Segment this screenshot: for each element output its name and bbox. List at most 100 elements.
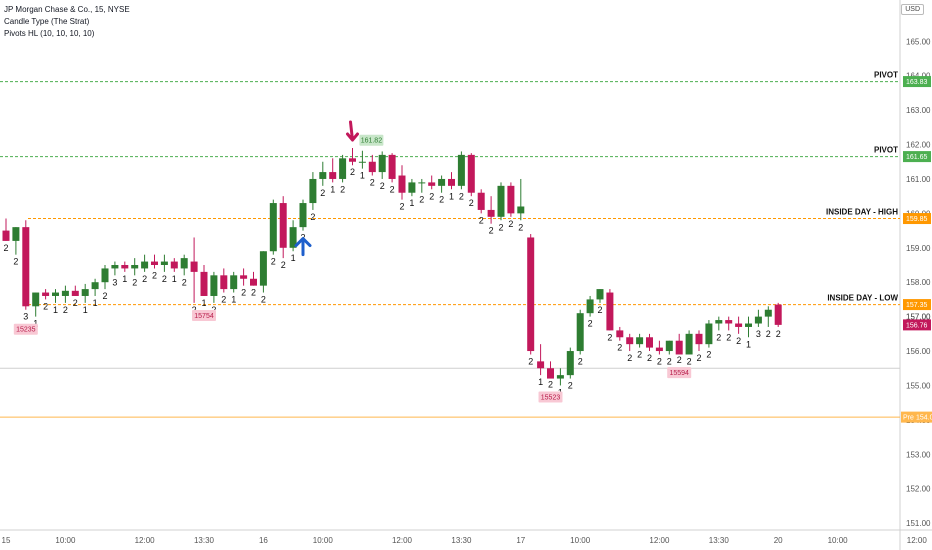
- candle-body: [101, 268, 109, 283]
- symbol-title[interactable]: JP Morgan Chase & Co., 15, NYSE: [4, 5, 130, 14]
- indicator-candle-type[interactable]: Candle Type (The Strat): [4, 17, 90, 26]
- candle-body: [329, 172, 337, 179]
- candle-body: [507, 185, 515, 214]
- candle-body: [646, 337, 653, 348]
- strat-label: 2: [776, 329, 781, 339]
- y-tick-label: 153.00: [906, 450, 931, 459]
- level-price-tag: [903, 299, 931, 311]
- strat-label: 2: [211, 305, 216, 315]
- candle-body: [131, 265, 139, 269]
- strat-label: 2: [696, 353, 701, 363]
- strat-label: 2: [706, 350, 711, 360]
- candle-body: [685, 333, 693, 355]
- candle-body: [319, 172, 327, 179]
- candle-body: [626, 337, 634, 345]
- x-tick-label: 15: [2, 536, 11, 545]
- x-tick-label: 12:00: [392, 536, 413, 545]
- candle-body: [745, 323, 752, 327]
- candle-body: [190, 261, 198, 272]
- candle-body: [111, 265, 119, 269]
- candle-body: [230, 275, 238, 290]
- strat-label: 1: [33, 319, 38, 329]
- strat-label: 2: [647, 353, 652, 363]
- y-tick-label: 156.00: [906, 347, 931, 356]
- strat-label: 2: [102, 291, 107, 301]
- candle-body: [160, 261, 168, 265]
- pivot-high-box: [359, 134, 384, 146]
- pivot-low-box: [192, 309, 216, 321]
- candle-body: [556, 375, 564, 379]
- pivot-low-box: [538, 391, 563, 403]
- strat-label: 2: [498, 222, 503, 232]
- strat-label: 2: [73, 298, 78, 308]
- y-tick-label: 159.00: [906, 244, 931, 253]
- last-price-tag: [903, 319, 931, 331]
- strat-label: 2: [419, 195, 424, 205]
- strat-label: 2: [3, 243, 8, 253]
- x-tick-label: 10:00: [570, 536, 591, 545]
- pivot-low-box: [667, 367, 692, 379]
- strat-label: 1: [409, 198, 414, 208]
- strat-label: 1: [172, 274, 177, 284]
- level-label: INSIDE DAY - HIGH: [826, 208, 898, 217]
- level-label: PIVOT: [874, 146, 898, 155]
- x-tick-label: 20: [774, 536, 783, 545]
- strat-label: 2: [607, 332, 612, 342]
- candle-body: [81, 289, 89, 296]
- strat-label: 2: [13, 257, 18, 267]
- strat-label: 2: [241, 288, 246, 298]
- last-price-text: 156.76: [906, 322, 928, 329]
- candle-body: [378, 154, 386, 173]
- y-tick-label-extra: 157.00: [906, 313, 931, 322]
- strat-label: 3: [23, 312, 28, 322]
- candle-body: [527, 237, 535, 352]
- candle-body: [2, 230, 10, 241]
- level-price-tag: [903, 151, 931, 163]
- y-tick-label: 151.00: [906, 519, 931, 528]
- x-tick-label: 13:30: [451, 536, 472, 545]
- level-pre-label: Pre: [903, 415, 914, 422]
- candle-body: [289, 227, 297, 248]
- candle-body: [497, 185, 505, 217]
- candle-body: [71, 290, 79, 296]
- x-tick-label: 12:00: [649, 536, 670, 545]
- chart-legend: JP Morgan Chase & Co., 15, NYSE Candle T…: [4, 4, 130, 40]
- candle-body: [547, 368, 554, 379]
- candle-body: [428, 182, 436, 186]
- strat-label: 2: [716, 332, 721, 342]
- currency-badge[interactable]: USD: [901, 4, 924, 15]
- candle-body: [170, 261, 178, 269]
- candle-body: [121, 265, 129, 269]
- strat-label: 1: [746, 339, 751, 349]
- level-tag-text: 157.35: [906, 302, 928, 309]
- strat-label: 1: [53, 305, 58, 315]
- strat-label: 3: [112, 277, 117, 287]
- strat-label: 2: [380, 181, 385, 191]
- candle-body: [537, 361, 545, 369]
- candle-body: [467, 154, 475, 193]
- strat-label: 2: [726, 332, 731, 342]
- indicator-pivots-hl[interactable]: Pivots HL (10, 10, 10, 10): [4, 29, 95, 38]
- candle-body: [616, 330, 624, 338]
- strat-label: 1: [231, 295, 236, 305]
- strat-label: 2: [489, 226, 494, 236]
- x-tick-label: 10:00: [828, 536, 849, 545]
- level-tag-text: 159.85: [906, 216, 928, 223]
- pivot-low-label: 15754: [194, 313, 214, 320]
- strat-label: 2: [568, 381, 573, 391]
- strat-label: 2: [528, 356, 533, 366]
- pivot-high-label: 161.82: [361, 138, 383, 145]
- level-tag-text: 163.83: [906, 79, 928, 86]
- x-tick-label: 16: [259, 536, 268, 545]
- x-tick-label: 10:00: [313, 536, 334, 545]
- candle-body: [220, 275, 228, 290]
- candle-body: [754, 316, 762, 324]
- strat-label: 2: [736, 336, 741, 346]
- strat-label: 1: [93, 298, 98, 308]
- up-arrow-icon: [294, 237, 312, 257]
- strat-label: 3: [756, 329, 761, 339]
- strat-label: 2: [261, 295, 266, 305]
- candle-body: [250, 278, 257, 286]
- level-label: PIVOT: [874, 71, 898, 80]
